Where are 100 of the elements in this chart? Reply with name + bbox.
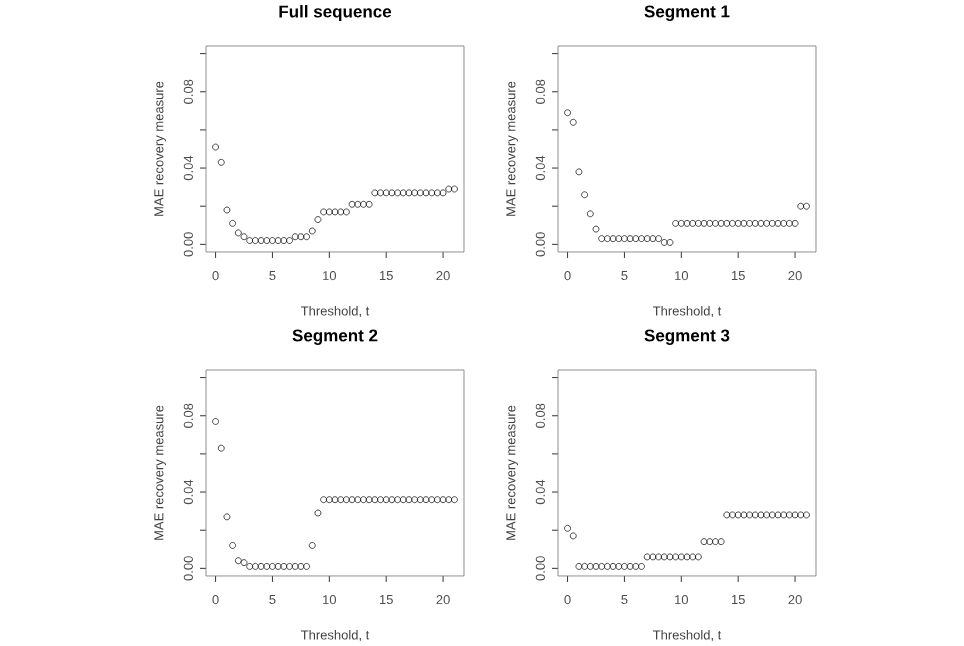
point bbox=[314, 216, 322, 223]
point bbox=[257, 237, 265, 244]
point bbox=[297, 563, 305, 570]
point bbox=[394, 189, 401, 197]
point bbox=[445, 496, 453, 504]
point bbox=[621, 235, 628, 242]
point bbox=[451, 185, 458, 193]
point bbox=[269, 237, 276, 244]
point bbox=[655, 553, 662, 561]
point bbox=[666, 239, 674, 246]
point bbox=[774, 220, 782, 227]
point bbox=[649, 235, 657, 242]
point bbox=[586, 210, 594, 218]
chart-title: Segment 2 bbox=[292, 329, 378, 345]
point bbox=[286, 563, 293, 570]
point bbox=[700, 220, 708, 227]
point bbox=[252, 237, 259, 244]
point bbox=[723, 220, 731, 227]
point bbox=[643, 235, 651, 242]
point bbox=[422, 496, 430, 504]
point bbox=[416, 496, 424, 504]
point bbox=[365, 200, 373, 208]
point bbox=[240, 233, 248, 241]
chart-title: Segment 3 bbox=[644, 329, 730, 345]
point bbox=[803, 511, 810, 519]
point bbox=[365, 496, 373, 504]
point bbox=[660, 239, 668, 246]
point bbox=[331, 496, 339, 504]
point bbox=[217, 444, 225, 452]
point bbox=[240, 559, 248, 566]
point bbox=[343, 496, 350, 504]
point bbox=[337, 496, 345, 504]
point bbox=[751, 511, 759, 519]
point bbox=[734, 511, 742, 519]
point bbox=[314, 509, 322, 517]
point bbox=[586, 563, 594, 570]
point bbox=[615, 235, 623, 242]
point bbox=[695, 220, 702, 227]
point bbox=[331, 208, 339, 216]
point bbox=[382, 189, 390, 197]
point bbox=[683, 553, 691, 561]
point bbox=[734, 220, 742, 227]
point bbox=[382, 496, 390, 504]
point bbox=[360, 496, 367, 504]
point bbox=[229, 542, 236, 549]
point bbox=[297, 233, 305, 241]
point bbox=[706, 538, 714, 545]
point bbox=[803, 202, 810, 210]
point bbox=[348, 200, 356, 208]
point bbox=[371, 496, 379, 504]
point bbox=[626, 235, 634, 242]
point bbox=[757, 511, 765, 519]
point bbox=[223, 206, 231, 214]
point bbox=[569, 532, 577, 540]
point bbox=[672, 220, 679, 227]
point bbox=[751, 220, 759, 227]
point bbox=[325, 208, 333, 216]
point bbox=[212, 143, 219, 151]
point bbox=[592, 563, 600, 570]
point bbox=[234, 229, 242, 237]
point bbox=[598, 563, 606, 570]
point bbox=[604, 563, 611, 570]
point bbox=[564, 109, 571, 117]
point bbox=[405, 496, 413, 504]
point bbox=[394, 496, 401, 504]
point bbox=[348, 496, 356, 504]
point bbox=[303, 563, 310, 570]
point bbox=[343, 208, 350, 216]
point bbox=[399, 496, 407, 504]
point bbox=[286, 237, 293, 244]
point bbox=[411, 189, 418, 197]
point bbox=[428, 189, 436, 197]
point bbox=[598, 235, 606, 242]
point bbox=[780, 220, 788, 227]
point bbox=[303, 233, 310, 241]
point bbox=[786, 220, 793, 227]
point bbox=[388, 496, 396, 504]
point bbox=[717, 220, 725, 227]
point bbox=[320, 496, 327, 504]
point bbox=[655, 235, 662, 242]
point bbox=[422, 189, 430, 197]
point bbox=[660, 553, 668, 561]
point bbox=[677, 220, 685, 227]
point bbox=[581, 191, 588, 199]
point bbox=[274, 563, 282, 570]
point bbox=[280, 237, 288, 244]
point bbox=[354, 200, 362, 208]
point bbox=[604, 235, 611, 242]
point bbox=[763, 511, 770, 519]
point bbox=[257, 563, 265, 570]
point bbox=[729, 511, 736, 519]
point bbox=[360, 200, 367, 208]
point bbox=[768, 511, 776, 519]
point bbox=[757, 220, 765, 227]
point bbox=[217, 158, 225, 166]
point bbox=[308, 227, 316, 235]
point bbox=[439, 189, 447, 197]
point bbox=[252, 563, 259, 570]
point bbox=[797, 202, 805, 210]
point bbox=[320, 208, 327, 216]
